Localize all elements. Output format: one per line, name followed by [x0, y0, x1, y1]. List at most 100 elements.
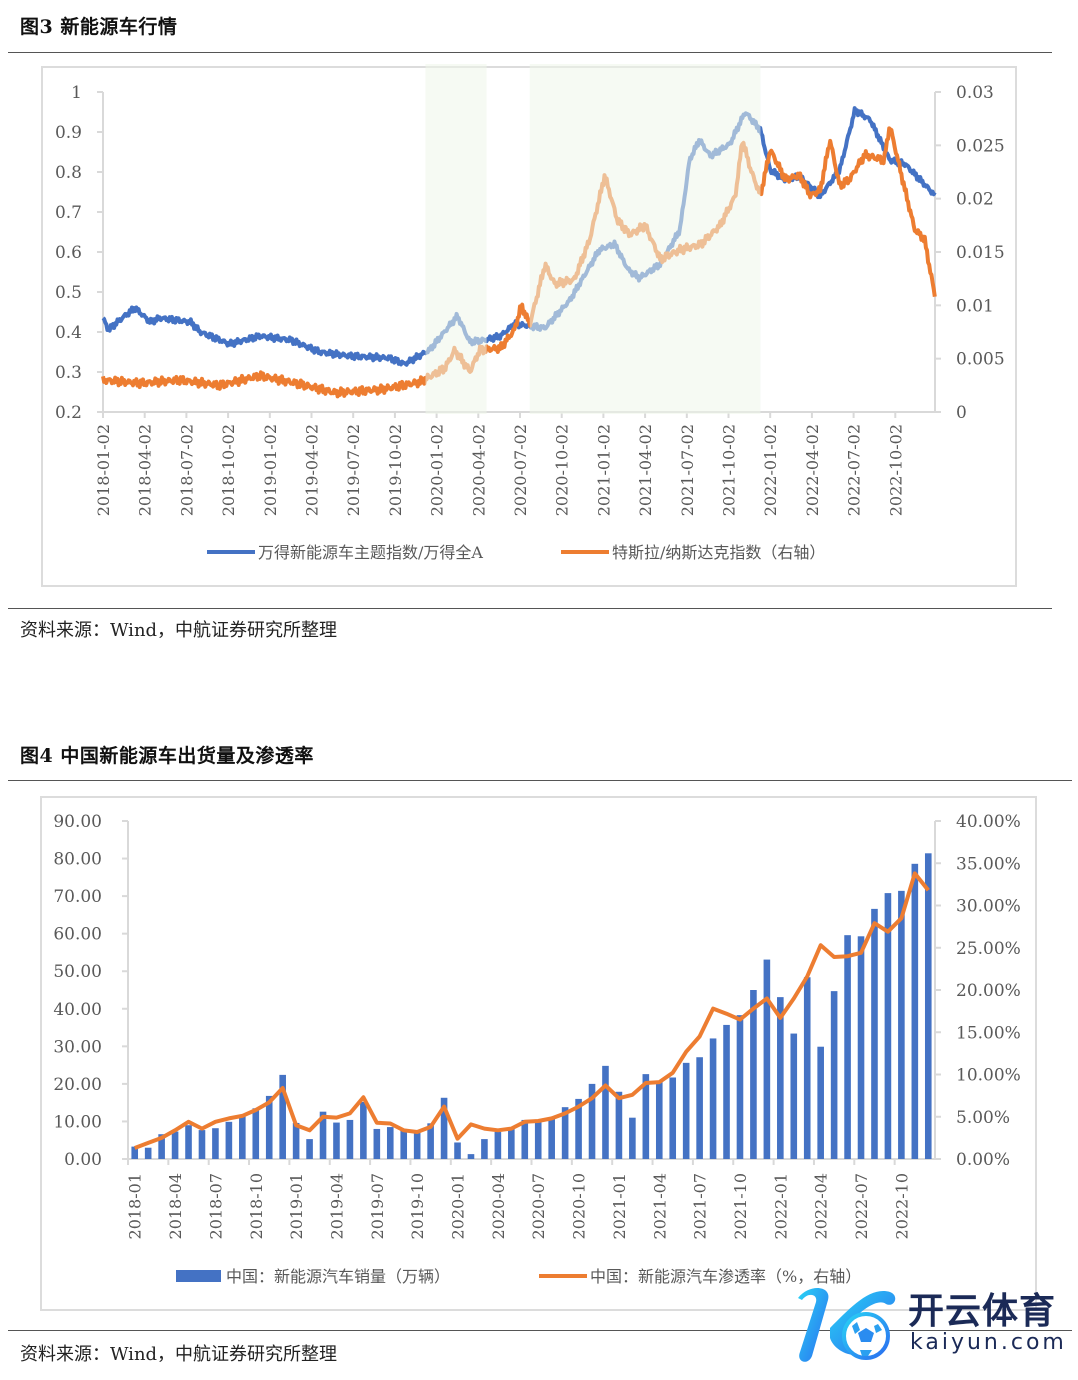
sales-bar — [400, 1128, 408, 1159]
penetration-rate-line — [133, 871, 930, 1150]
x-tick-label: 2020-04-02 — [469, 424, 488, 516]
sales-bar — [534, 1122, 542, 1159]
x-tick-label: 2018-01 — [126, 1173, 145, 1239]
x-tick-label: 2018-01-02 — [94, 424, 113, 516]
sales-bar — [454, 1142, 461, 1159]
sales-bar — [817, 1046, 824, 1159]
sales-bar — [373, 1128, 381, 1159]
x-tick-label: 2021-07 — [691, 1173, 710, 1239]
sales-bar — [696, 1057, 703, 1159]
source-divider — [8, 1330, 1072, 1331]
left-tick-label: 0.9 — [55, 123, 82, 143]
sales-bar — [548, 1118, 555, 1159]
sales-bar — [924, 853, 932, 1159]
legend-label: 中国：新能源汽车销量（万辆） — [226, 1267, 450, 1286]
right-tick-label: 20.00% — [956, 981, 1021, 1001]
sales-bar — [844, 935, 851, 1159]
sales-bar — [306, 1139, 313, 1159]
sales-bar — [723, 1024, 730, 1159]
x-tick-label: 2018-10-02 — [219, 424, 238, 516]
sales-bar — [615, 1091, 623, 1159]
sales-bar — [158, 1134, 165, 1159]
x-tick-label: 2018-04 — [166, 1173, 185, 1239]
left-tick-label: 60.00 — [53, 925, 102, 945]
sales-bar — [292, 1122, 300, 1159]
x-tick-label: 2019-10 — [408, 1173, 427, 1239]
right-tick-label: 10.00% — [956, 1066, 1021, 1086]
left-tick-label: 1 — [71, 83, 82, 103]
sales-bar — [655, 1081, 663, 1159]
sales-bar — [185, 1125, 192, 1159]
left-tick-label: 0.2 — [55, 403, 82, 423]
sales-bar — [669, 1077, 677, 1159]
sales-bar — [750, 990, 757, 1159]
x-tick-label: 2018-04-02 — [136, 424, 155, 516]
sales-bar — [212, 1128, 219, 1159]
sales-bar — [898, 890, 905, 1159]
legend-label: 特斯拉/纳斯达克指数（右轴） — [612, 543, 825, 562]
x-tick-label: 2019-01 — [287, 1173, 306, 1239]
x-tick-label: 2022-01 — [771, 1173, 790, 1239]
left-tick-label: 0.8 — [55, 163, 82, 183]
right-tick-label: 0.015 — [956, 243, 1005, 263]
left-tick-label: 10.00 — [53, 1112, 102, 1132]
sales-bar — [602, 1065, 609, 1159]
x-tick-label: 2021-10-02 — [720, 424, 739, 516]
sales-bar — [386, 1127, 394, 1159]
left-tick-label: 90.00 — [53, 812, 102, 832]
figure-4-title: 图4 中国新能源车出货量及渗透率 — [20, 745, 314, 767]
chart-frame — [41, 66, 1017, 587]
x-tick-label: 2019-04 — [327, 1173, 346, 1239]
sales-bar — [265, 1095, 273, 1159]
sales-bar — [427, 1123, 434, 1159]
x-tick-label: 2021-07-02 — [678, 424, 697, 516]
sales-bar — [279, 1074, 286, 1159]
sales-bar — [884, 893, 892, 1159]
sales-bar — [575, 1098, 582, 1159]
series-line-tesla-nasdaq — [101, 126, 937, 399]
x-tick-label: 2018-10 — [247, 1173, 266, 1239]
x-tick-label: 2022-01-02 — [761, 424, 780, 516]
right-tick-label: 30.00% — [956, 897, 1021, 917]
sales-bar — [642, 1074, 650, 1159]
sales-bar — [319, 1111, 327, 1159]
kaiyun-watermark-logo: 开云体育 kaiyun.com — [790, 1278, 1075, 1368]
sales-bar — [790, 1033, 798, 1159]
x-tick-label: 2020-10-02 — [553, 424, 572, 516]
x-tick-label: 2021-01-02 — [594, 424, 613, 516]
sales-bar — [440, 1097, 448, 1159]
legend-label: 中国：新能源汽车渗透率（%，右轴） — [590, 1267, 861, 1286]
left-tick-label: 80.00 — [53, 850, 102, 870]
right-tick-label: 0.00% — [956, 1150, 1010, 1170]
right-tick-label: 0.01 — [956, 296, 994, 316]
title-divider — [8, 52, 1052, 53]
right-tick-label: 0.025 — [956, 136, 1005, 156]
right-tick-label: 0.03 — [956, 83, 994, 103]
sales-bar — [481, 1139, 488, 1159]
x-tick-label: 2020-01-02 — [428, 424, 447, 516]
left-tick-label: 70.00 — [53, 887, 102, 907]
sales-bar — [360, 1101, 367, 1159]
ev-market-line-chart: 0.2 0.3 0.4 0.5 0.6 0.7 0.8 0.9 1 0 0.005 0.01 0.015… — [55, 64, 1005, 562]
sales-bar — [857, 936, 865, 1159]
ev-sales-penetration-chart: 0.00 10.00 20.00 30.00 40.00 50.00 60.00 70.00 8… — [53, 812, 1021, 1286]
left-tick-label: 0.5 — [55, 283, 82, 303]
sales-bar — [830, 991, 838, 1159]
left-tick-label: 0.00 — [64, 1150, 102, 1170]
right-tick-label: 40.00% — [956, 812, 1021, 832]
right-tick-label: 35.00% — [956, 854, 1021, 874]
right-tick-label: 15.00% — [956, 1023, 1021, 1043]
x-tick-label: 2018-07 — [206, 1173, 225, 1239]
x-tick-label: 2020-07 — [529, 1173, 548, 1239]
x-tick-label: 2021-10 — [731, 1173, 750, 1239]
kaiyun-k-ball-icon — [798, 1288, 896, 1362]
sales-bar — [736, 1015, 744, 1159]
x-tick-label: 2021-01 — [610, 1173, 629, 1239]
x-tick-label: 2018-07-02 — [177, 424, 196, 516]
sales-bar — [911, 863, 919, 1159]
sales-bar — [508, 1128, 515, 1159]
x-tick-label: 2021-04 — [650, 1173, 669, 1239]
sales-bar — [803, 977, 811, 1159]
left-tick-label: 0.3 — [55, 363, 82, 383]
x-tick-label: 2019-04-02 — [303, 424, 322, 516]
